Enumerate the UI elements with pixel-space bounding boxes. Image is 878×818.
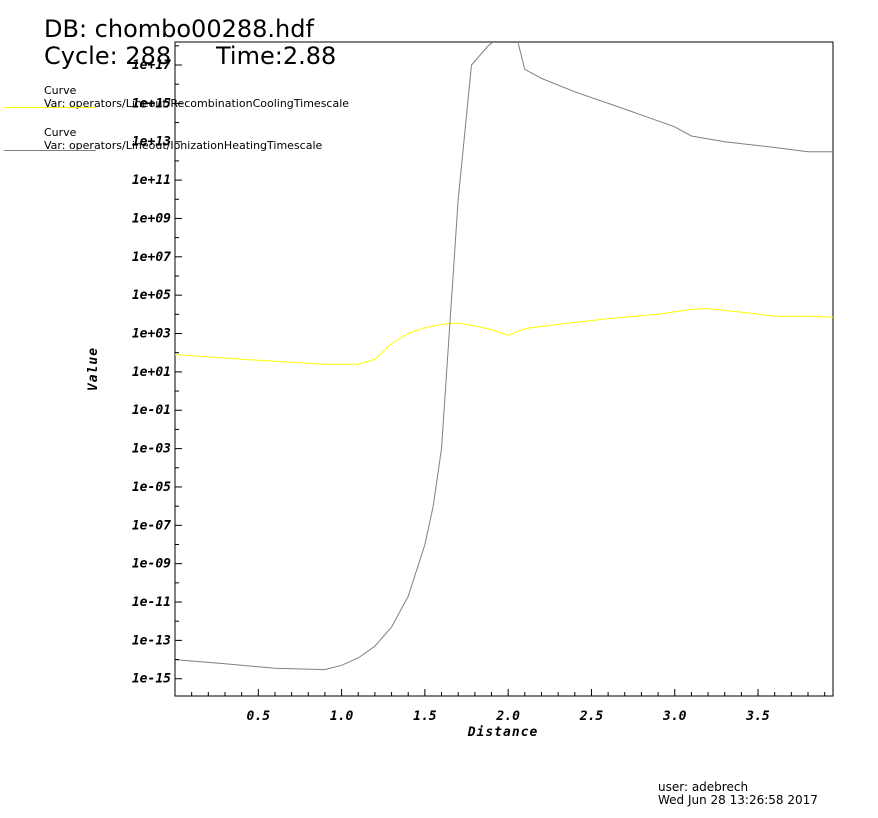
y-tick-label: 1e+03 — [132, 327, 171, 342]
database-title: DB: chombo00288.hdf — [44, 15, 314, 43]
x-axis-label: Distance — [467, 725, 539, 740]
y-tick-label: 1e-01 — [132, 403, 171, 418]
time-label: Time:2.88 — [216, 42, 337, 70]
y-tick-label: 1e-11 — [132, 595, 171, 610]
y-tick-label: 1e+15 — [132, 96, 171, 111]
plot-area — [174, 41, 834, 697]
legend-curve-2-title: Curve — [44, 126, 77, 139]
y-tick-label: 1e+01 — [132, 365, 171, 380]
series-line-1 — [175, 308, 833, 365]
y-tick-label: 1e+05 — [132, 288, 171, 303]
x-tick-label: 0.5 — [247, 709, 271, 724]
x-tick-label: 1.5 — [413, 709, 437, 724]
y-tick-label: 1e+17 — [132, 58, 171, 73]
series-line-2 — [175, 42, 833, 671]
y-tick-label: 1e-07 — [132, 518, 171, 533]
y-tick-label: 1e+11 — [132, 173, 171, 188]
y-tick-label: 1e+09 — [132, 211, 171, 226]
legend-curve-1-swatch — [4, 107, 96, 108]
y-tick-label: 1e-15 — [132, 672, 171, 687]
y-tick-label: 1e-09 — [132, 557, 171, 572]
x-tick-label: 3.5 — [745, 709, 770, 724]
footer-user: user: adebrech — [658, 780, 749, 794]
y-tick-label: 1e+07 — [132, 250, 171, 265]
legend-curve-1-title: Curve — [44, 84, 77, 97]
legend-curve-2-swatch — [4, 150, 96, 151]
x-tick-label: 2.5 — [579, 709, 604, 724]
y-tick-label: 1e-05 — [132, 480, 171, 495]
y-tick-label: 1e+13 — [132, 135, 171, 150]
x-tick-label: 1.0 — [330, 709, 354, 724]
y-tick-label: 1e-03 — [132, 442, 171, 457]
cycle-label: Cycle: 288 — [44, 42, 172, 70]
x-tick-label: 3.0 — [662, 709, 687, 724]
y-axis-label: Value — [86, 347, 101, 391]
legend-curve-2-var: Var: operators/Lineout/IonizationHeating… — [44, 139, 323, 152]
footer-date: Wed Jun 28 13:26:58 2017 — [658, 793, 818, 807]
x-tick-label: 2.0 — [495, 709, 520, 724]
legend-curve-1-var: Var: operators/Lineout/RecombinationCool… — [44, 97, 350, 110]
y-tick-label: 1e-13 — [132, 633, 171, 648]
